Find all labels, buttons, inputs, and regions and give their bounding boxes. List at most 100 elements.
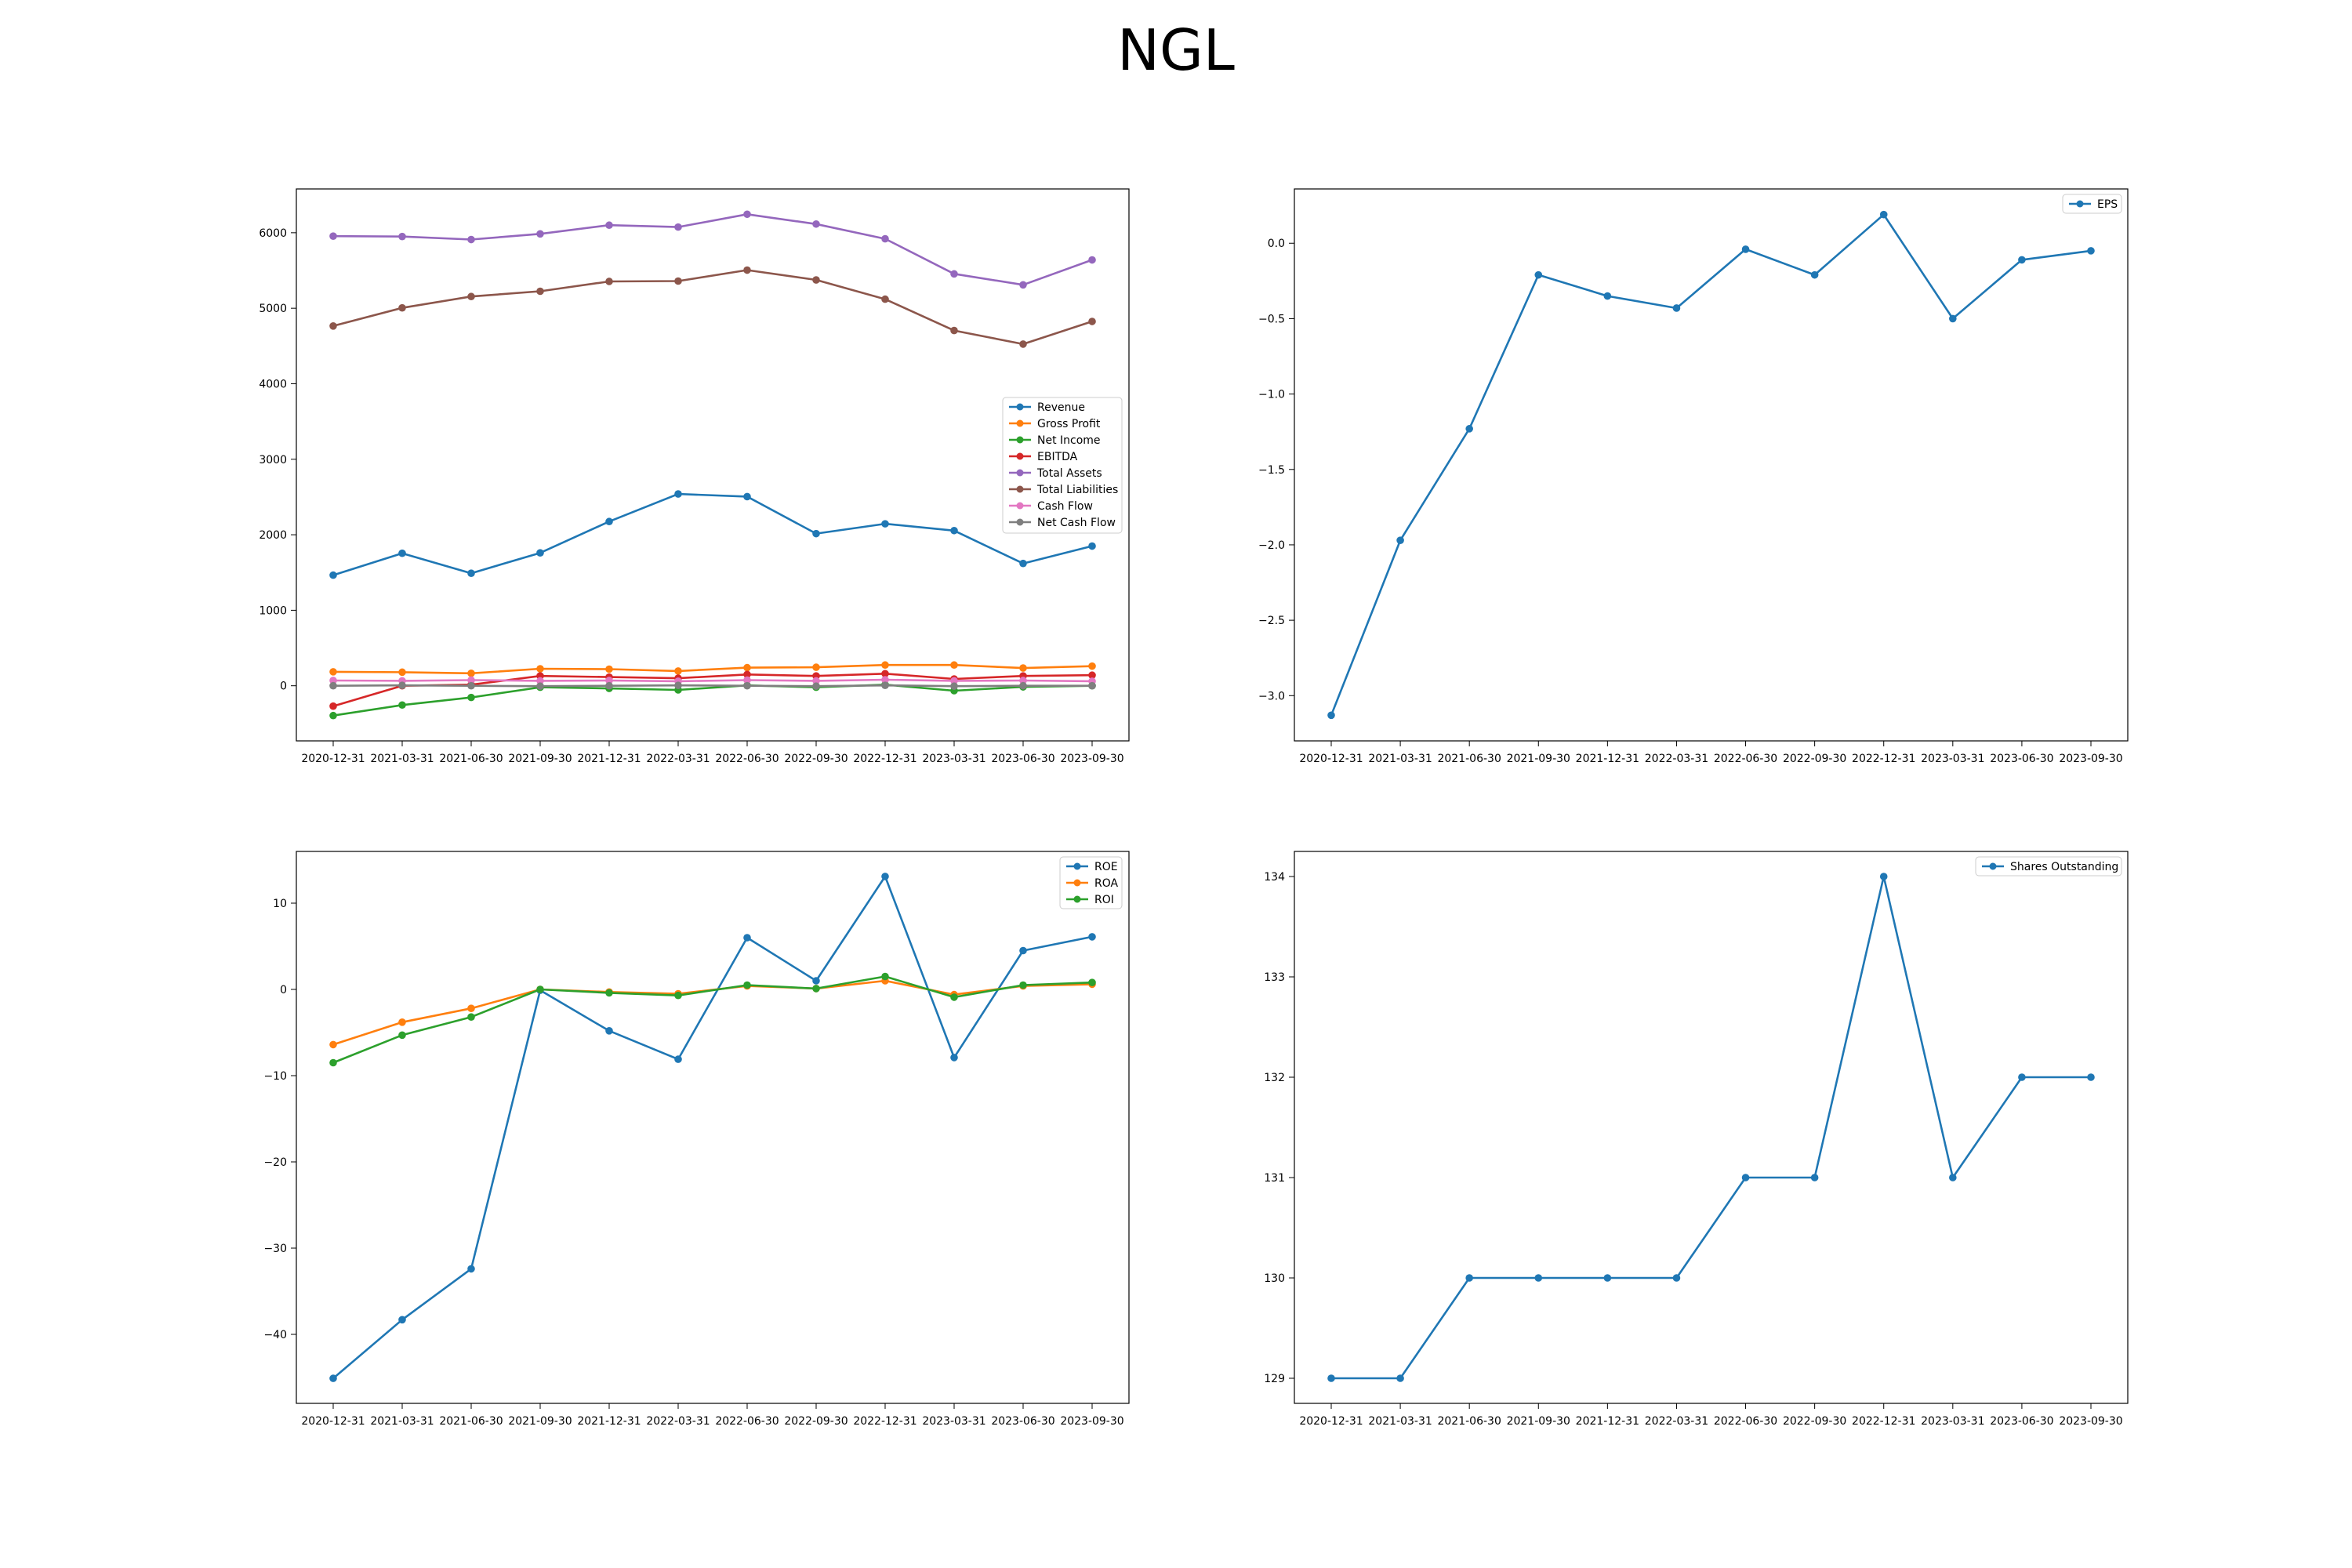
legend-marker [1016, 436, 1024, 444]
data-point [881, 873, 889, 880]
series-roa [329, 977, 1096, 1049]
legend-item: ROI [1066, 894, 1114, 906]
y-tick-label: −10 [263, 1070, 287, 1083]
data-point [1088, 978, 1096, 986]
data-point [1088, 542, 1096, 550]
y-tick-label: 10 [273, 898, 287, 910]
data-point [1810, 270, 1819, 279]
series-line [1331, 875, 2091, 1380]
x-tick-label: 2022-09-30 [784, 1415, 848, 1428]
data-point [950, 326, 958, 335]
legend-item: Revenue [1009, 401, 1085, 414]
data-point [329, 711, 337, 720]
data-point [674, 490, 682, 498]
data-point [812, 977, 820, 985]
data-point [329, 321, 337, 330]
series-line [332, 269, 1093, 346]
legend-box [1059, 856, 1123, 909]
data-point [1879, 210, 1888, 219]
data-point [674, 223, 682, 231]
legend-box [1975, 856, 2122, 877]
x-tick-label: 2022-06-30 [1714, 753, 1777, 765]
data-point [812, 276, 820, 284]
data-point [812, 663, 820, 671]
data-point [743, 210, 751, 219]
x-tick-label: 2022-06-30 [715, 1415, 779, 1428]
x-tick-label: 2022-06-30 [1714, 1415, 1777, 1428]
data-point [1672, 1274, 1681, 1282]
axes-frame [1294, 851, 2129, 1404]
legend-item: Cash Flow [1009, 500, 1093, 513]
data-point [605, 677, 613, 684]
data-point [467, 670, 475, 677]
series-roe [329, 873, 1096, 1382]
data-point [881, 234, 889, 243]
data-point [467, 569, 475, 577]
data-point [743, 670, 751, 679]
data-point [1088, 256, 1096, 264]
y-tick-label: −2.0 [1258, 539, 1285, 552]
data-point [536, 665, 544, 673]
x-tick-label: 2021-12-31 [1576, 753, 1639, 765]
x-tick-label: 2022-03-31 [646, 1415, 710, 1428]
data-point [743, 681, 751, 690]
legend-item: EPS [2069, 198, 2118, 211]
data-point [1019, 281, 1027, 289]
legend-label: Net Cash Flow [1037, 517, 1116, 529]
legend: Revenue Gross Profit Net Income EBITDA Total… [1002, 397, 1123, 534]
data-point [674, 681, 682, 690]
chart-eps: 2020-12-31 2021-03-31 2021-06-30 2021-09-30… [1258, 188, 2129, 765]
legend-item: Shares Outstanding [1982, 861, 2118, 873]
data-point [1534, 270, 1543, 279]
legend-label: Gross Profit [1037, 418, 1101, 430]
series-line [332, 975, 1093, 1064]
data-point [605, 989, 613, 997]
data-point [950, 270, 958, 278]
data-point [605, 278, 613, 285]
data-point [743, 266, 751, 274]
data-point [329, 571, 337, 579]
data-point [536, 677, 544, 685]
data-point [398, 668, 406, 677]
x-tick-label: 2020-12-31 [301, 753, 365, 765]
data-point [467, 1004, 475, 1012]
data-point [1088, 671, 1096, 680]
data-point [1088, 318, 1096, 325]
series-total-assets [329, 210, 1096, 289]
legend-item: Total Assets [1009, 467, 1102, 480]
x-tick-label: 2021-12-31 [1576, 1415, 1639, 1428]
x-tick-label: 2023-09-30 [1060, 753, 1123, 765]
data-point [1327, 1374, 1335, 1382]
series-line [332, 684, 1092, 688]
data-point [1603, 292, 1612, 300]
y-tick-label: −20 [263, 1156, 287, 1169]
data-point [329, 677, 337, 684]
x-tick-label: 2022-03-31 [646, 753, 710, 765]
data-point [950, 661, 958, 670]
legend-label: Revenue [1037, 401, 1085, 414]
data-point [950, 993, 958, 1001]
data-point [536, 682, 544, 690]
data-point [329, 668, 337, 676]
x-tick-label: 2023-03-31 [1921, 753, 1984, 765]
legend-item: ROA [1066, 877, 1119, 890]
data-point [329, 702, 337, 710]
data-point [674, 991, 682, 1000]
data-point [2087, 1073, 2095, 1081]
x-tick-label: 2020-12-31 [301, 1415, 365, 1428]
data-point [1879, 873, 1888, 880]
chart-financials: 2020-12-31 2021-03-31 2021-06-30 2021-09-30… [259, 188, 1130, 765]
x-tick-label: 2023-03-31 [922, 753, 985, 765]
data-point [467, 1265, 475, 1273]
legend-item: EBITDA [1009, 451, 1078, 463]
legend-box [1002, 397, 1123, 534]
y-tick-label: 3000 [259, 454, 287, 466]
series-shares-outstanding [1327, 873, 2095, 1382]
y-tick-label: 132 [1264, 1072, 1285, 1084]
y-tick-label: 4000 [259, 378, 287, 390]
data-point [881, 661, 889, 670]
data-point [674, 667, 682, 675]
data-point [881, 681, 889, 690]
legend-item: Gross Profit [1009, 418, 1101, 430]
